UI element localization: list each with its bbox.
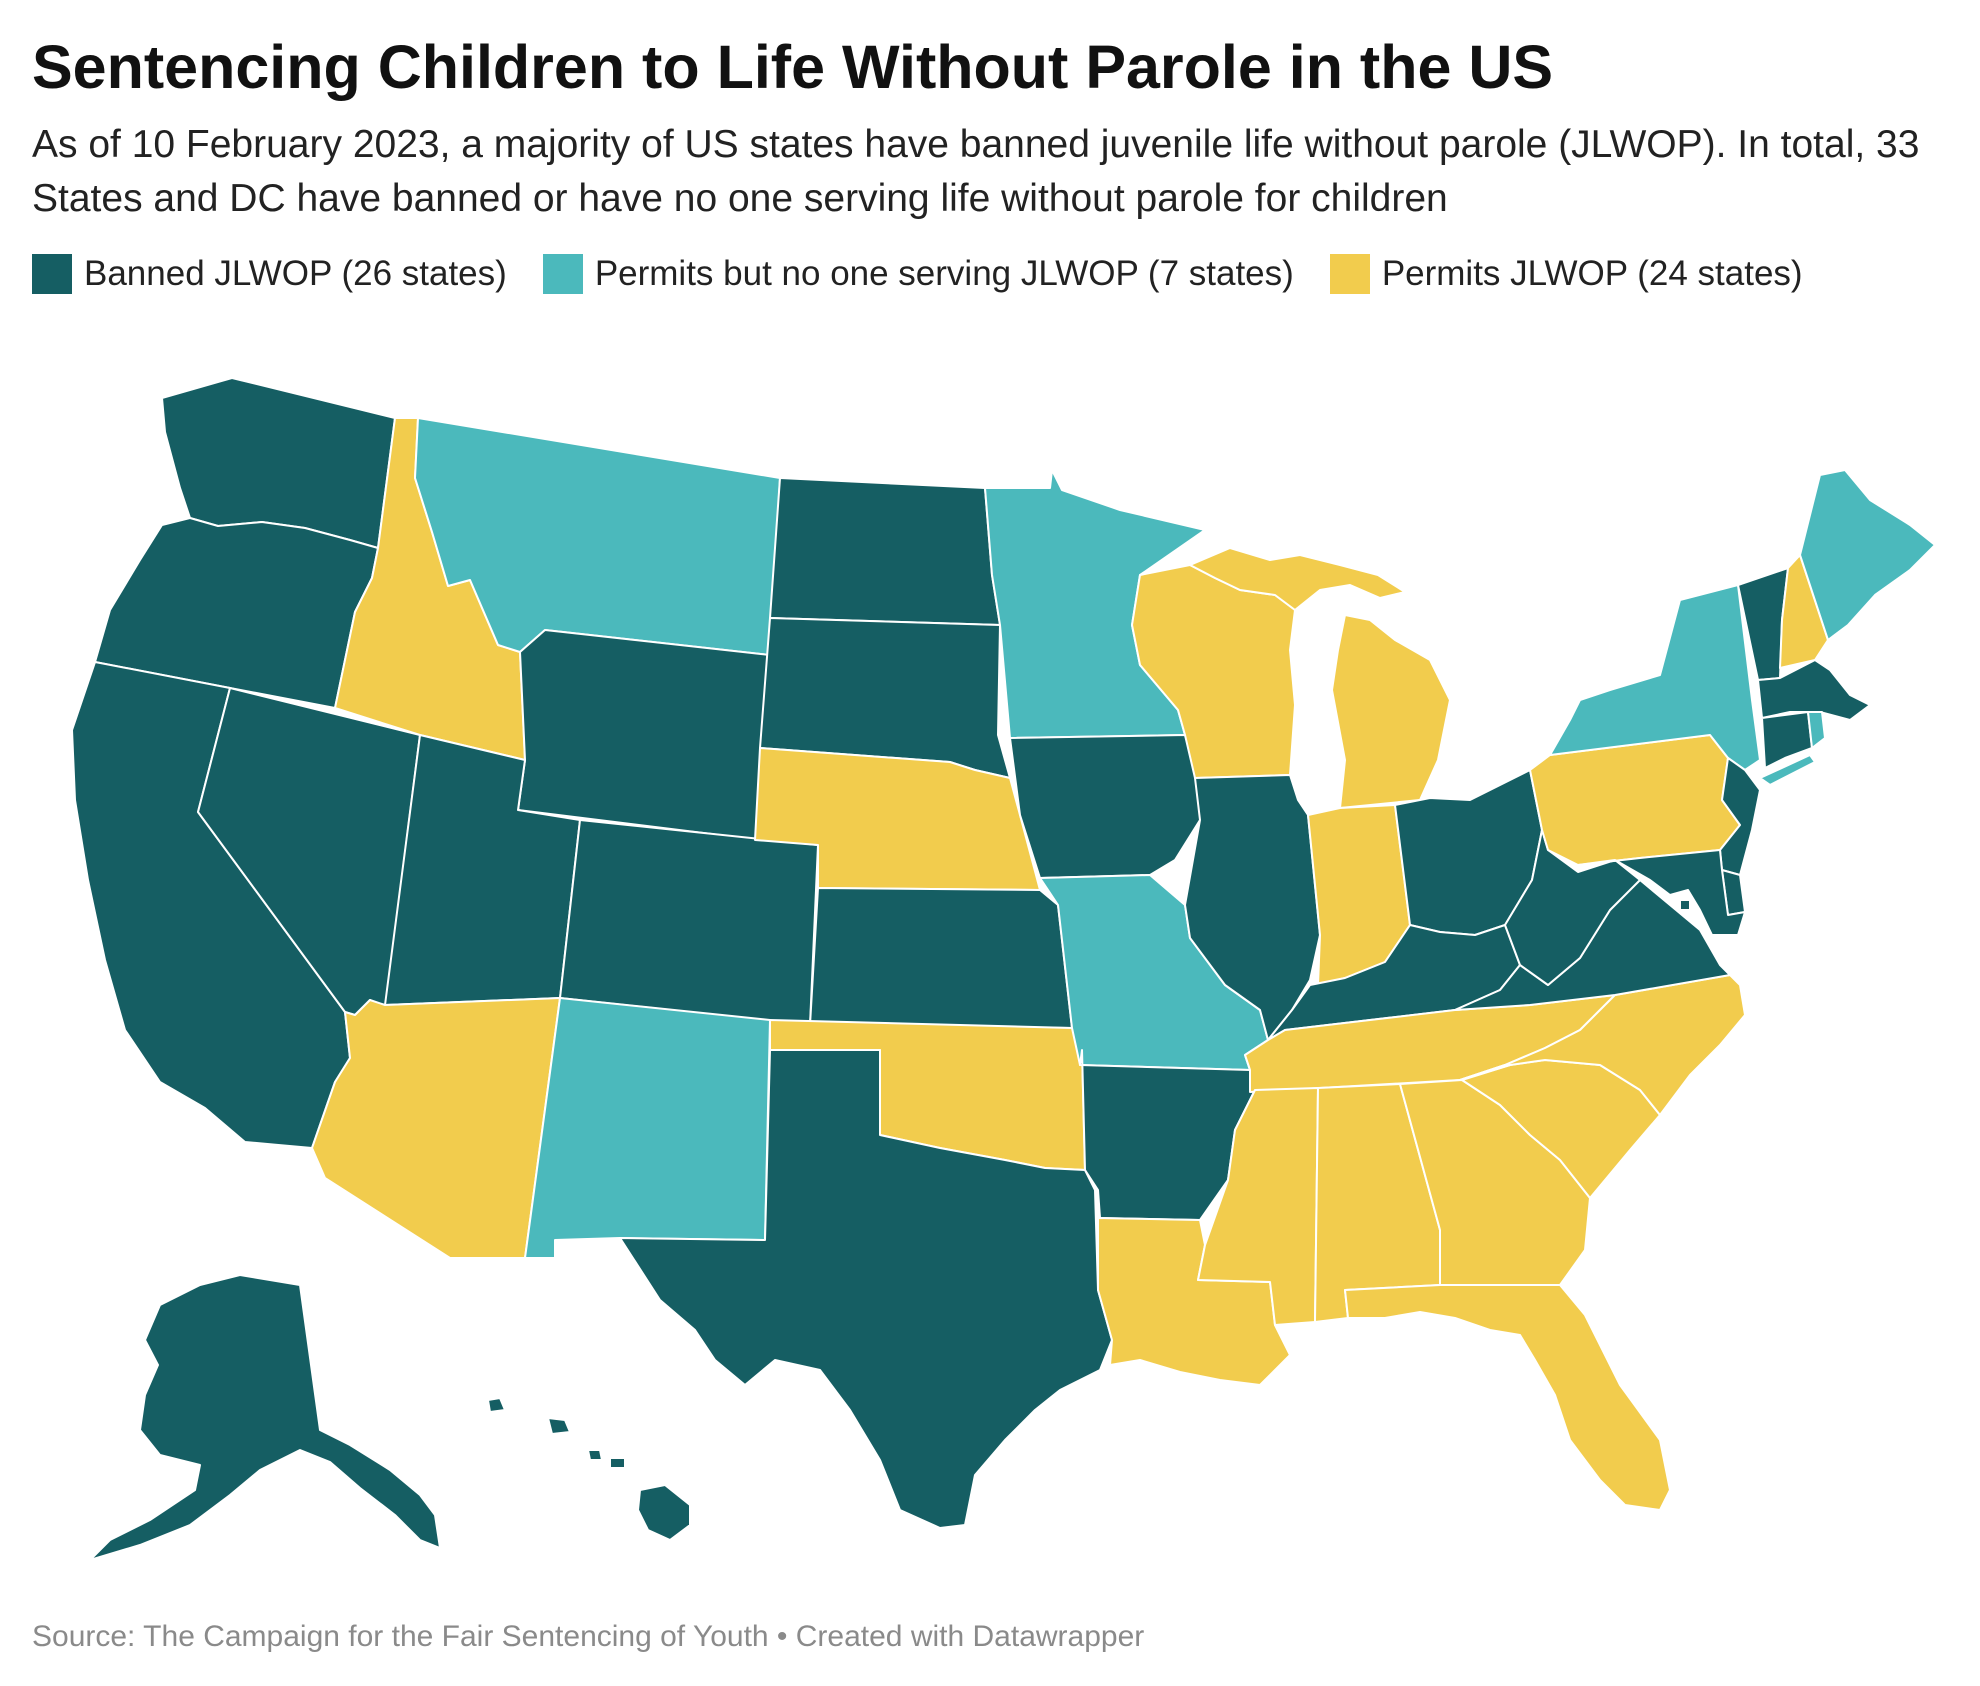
state-RI[interactable] (1807, 711, 1826, 749)
legend-item-permits: Permits JLWOP (24 states) (1329, 254, 1803, 294)
state-AZ[interactable] (311, 997, 561, 1259)
legend-swatch-permits (1329, 254, 1370, 294)
legend-item-banned: Banned JLWOP (26 states) (32, 254, 507, 294)
state-MA[interactable] (1757, 659, 1871, 721)
state-HI[interactable] (487, 1397, 691, 1541)
legend-swatch-permits-none-serving (542, 254, 583, 294)
state-WY[interactable] (517, 629, 771, 841)
source-note: Source: The Campaign for the Fair Senten… (32, 1620, 1145, 1653)
state-ND[interactable] (769, 477, 1001, 626)
legend: Banned JLWOP (26 states) Permits but no … (32, 254, 1948, 294)
state-TX[interactable] (619, 1049, 1113, 1529)
state-AK[interactable] (89, 1274, 441, 1561)
legend-label-permits-none-serving: Permits but no one serving JLWOP (7 stat… (594, 254, 1294, 293)
us-map (71, 377, 1936, 1561)
state-CT[interactable] (1761, 711, 1813, 769)
state-MD[interactable] (1577, 849, 1746, 936)
state-CO[interactable] (559, 819, 819, 1026)
state-NM[interactable] (524, 997, 771, 1259)
state-MI[interactable] (1189, 547, 1451, 809)
chart-subtitle: As of 10 February 2023, a majority of US… (32, 123, 1920, 220)
legend-label-permits: Permits JLWOP (24 states) (1381, 254, 1803, 293)
chart-title: Sentencing Children to Life Without Paro… (32, 33, 1554, 101)
legend-label-banned: Banned JLWOP (26 states) (84, 254, 507, 293)
state-NE[interactable] (754, 747, 1041, 891)
state-WV[interactable] (1504, 829, 1641, 986)
state-NC[interactable] (1459, 974, 1746, 1116)
state-FL[interactable] (1344, 1284, 1671, 1511)
state-KS[interactable] (809, 887, 1073, 1029)
state-DC[interactable] (1679, 899, 1691, 911)
legend-item-permits-none-serving: Permits but no one serving JLWOP (7 stat… (542, 254, 1294, 294)
state-IA[interactable] (1009, 734, 1216, 879)
chart-header: Sentencing Children to Life Without Paro… (32, 30, 1948, 294)
legend-swatch-banned (32, 254, 72, 294)
state-MS[interactable] (1197, 1087, 1319, 1326)
state-ME[interactable] (1799, 469, 1936, 641)
